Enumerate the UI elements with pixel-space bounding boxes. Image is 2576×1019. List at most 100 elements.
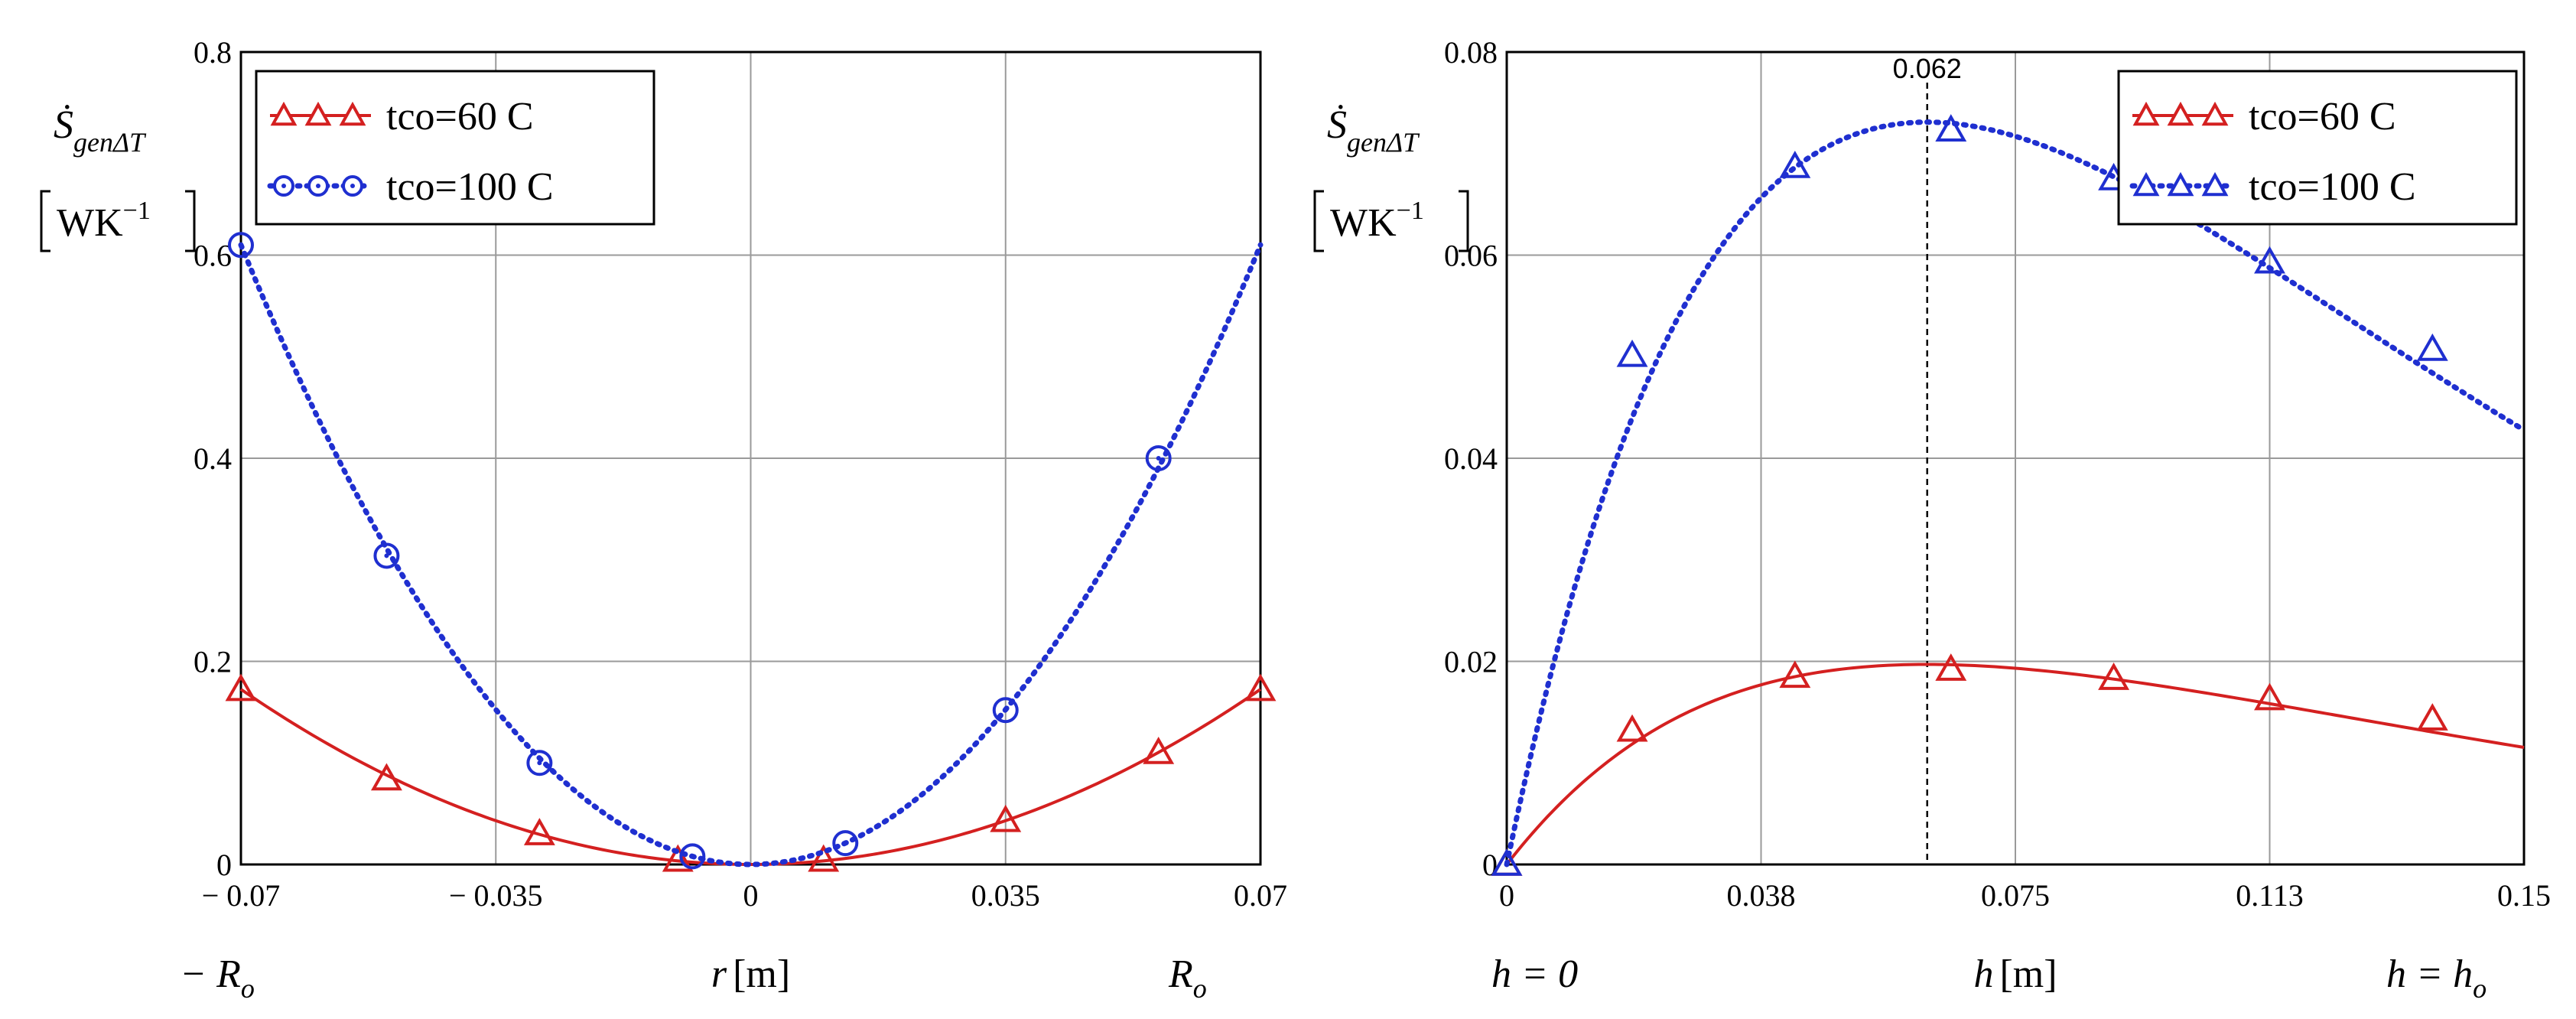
- x-extra-left-main: h = 0: [1491, 952, 1578, 996]
- data-point: [1244, 673, 1277, 702]
- legend-marker-dot: [316, 184, 320, 188]
- data-point: [1779, 150, 1811, 178]
- peak-vline-label: 0.062: [1893, 53, 1962, 84]
- y-unit-main: WK: [1330, 201, 1397, 245]
- plot-frame: [1505, 50, 2526, 866]
- data-point: [2098, 663, 2130, 690]
- unit-bracket-right: [185, 190, 196, 252]
- legend-marker: [2167, 101, 2194, 126]
- data-point: [1143, 736, 1175, 764]
- data-point: [2254, 682, 2285, 711]
- marker-ring: [1145, 445, 1172, 471]
- marker-ring: [228, 232, 254, 259]
- legend-marker: [2167, 171, 2194, 197]
- data-point: [1491, 848, 1523, 876]
- plot-right: 0 0.038 0.075 0.113 0.15 0 0.02 0.04 0.06 0.08 Ṡge…: [1313, 35, 2551, 1004]
- plot-left: − 0.07 − 0.035 0 0.035 0.07 0 0.2 0.4 0.6 0.8 Ṡgen…: [40, 35, 1287, 1004]
- legend-marker: [2201, 101, 2229, 126]
- y-tick-label: 0.8: [194, 35, 232, 70]
- grid: [1506, 51, 2525, 865]
- y-axis-label: ṠgenΔT WK−1: [1313, 103, 1469, 252]
- x-extra-left-sub: o: [241, 973, 255, 1004]
- x-extra-left-main: − R: [180, 952, 241, 996]
- legend-marker-dot: [350, 184, 355, 188]
- y-tick-label: 0.2: [194, 645, 232, 679]
- data-point: [679, 843, 706, 870]
- legend-marker: [2132, 101, 2160, 126]
- series-line: [238, 242, 1264, 868]
- marker-dot: [843, 841, 848, 846]
- y-axis-label: ṠgenΔT WK−1: [40, 103, 196, 252]
- legend-label: tco=60 C: [2249, 95, 2396, 138]
- y-tick-label: 0.6: [194, 239, 232, 273]
- y-label-unit: WK−1: [1330, 197, 1424, 245]
- legend-box: [255, 70, 655, 226]
- y-unit-exp: −1: [1397, 197, 1424, 225]
- legend-label: tco=100 C: [386, 165, 554, 209]
- data-point: [370, 763, 402, 791]
- legend-item: tco=100 C: [267, 165, 554, 209]
- data-point: [2254, 246, 2285, 274]
- marker-dot: [1156, 456, 1161, 461]
- x-tick-label: 0.113: [2236, 878, 2304, 913]
- x-label-var: h: [1973, 952, 1993, 996]
- data-point: [1779, 660, 1811, 689]
- legend-marker: [304, 101, 332, 126]
- y-tick-label: 0: [1482, 848, 1498, 882]
- legend-item: tco=60 C: [2132, 95, 2396, 138]
- legend-marker: [2132, 171, 2160, 197]
- x-tick-label: 0.075: [1981, 878, 2050, 913]
- x-extra-left: − Ro: [180, 952, 255, 1004]
- data-point: [990, 804, 1022, 832]
- series-line: [1504, 119, 2527, 868]
- data-point: [225, 673, 257, 702]
- x-extra-right-sub: o: [1193, 973, 1207, 1004]
- x-extra-left: h = 0: [1491, 952, 1578, 996]
- y-label-main: Ṡ: [54, 103, 73, 147]
- data-point: [1616, 714, 1648, 742]
- data-point: [228, 232, 254, 259]
- x-axis-label: h [m]: [1973, 952, 2057, 996]
- data-point: [808, 844, 840, 872]
- x-label-unit: [m]: [733, 952, 790, 996]
- legend-box: [2117, 70, 2518, 226]
- x-label-var: r: [711, 952, 727, 996]
- x-tick-label: 0.15: [2497, 878, 2551, 913]
- legend-marker: [339, 101, 366, 126]
- data-point: [373, 542, 400, 569]
- legend-marker-dot: [281, 184, 286, 188]
- series-tco-60: [1491, 653, 2525, 876]
- y-label-main: Ṡ: [1327, 103, 1347, 147]
- legend-marker: [2201, 171, 2229, 197]
- legend: tco=60 C tco=100 C: [2117, 70, 2518, 226]
- x-extra-right-sub: o: [2473, 973, 2487, 1004]
- unit-bracket-left: [40, 190, 50, 252]
- y-tick-label: 0.4: [194, 441, 232, 476]
- x-tick-label: 0.038: [1727, 878, 1796, 913]
- marker-dot: [1003, 708, 1008, 713]
- data-point: [662, 844, 694, 872]
- y-tick-label: 0.04: [1444, 441, 1498, 476]
- x-tick-label: 0: [743, 878, 759, 913]
- x-tick-label: − 0.035: [449, 878, 543, 913]
- x-axis-label: r [m]: [711, 952, 790, 996]
- y-tick-label: 0.08: [1444, 35, 1498, 70]
- legend-item: tco=60 C: [270, 95, 534, 138]
- data-point: [832, 830, 859, 857]
- x-tick-label: − 0.07: [202, 878, 281, 913]
- marker-ring: [373, 542, 400, 569]
- legend-item: tco=100 C: [2129, 165, 2416, 209]
- legend-label: tco=100 C: [2249, 165, 2416, 209]
- marker-ring: [679, 843, 706, 870]
- series-tco-100: [1491, 114, 2527, 876]
- y-label-sub: genΔT: [73, 127, 147, 158]
- y-unit-main: WK: [57, 201, 123, 245]
- x-extra-right-main: h = h: [2386, 952, 2473, 996]
- y-label-sub: genΔT: [1347, 127, 1420, 158]
- data-point: [2416, 703, 2448, 731]
- x-tick-label: 0: [1499, 878, 1514, 913]
- data-point: [1145, 445, 1172, 471]
- data-point: [1616, 339, 1648, 367]
- legend: tco=60 C tco=100 C: [255, 70, 655, 226]
